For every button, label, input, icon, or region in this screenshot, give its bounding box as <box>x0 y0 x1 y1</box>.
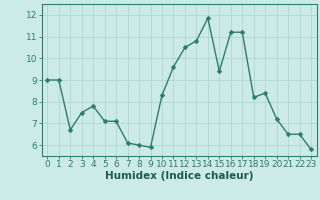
X-axis label: Humidex (Indice chaleur): Humidex (Indice chaleur) <box>105 171 253 181</box>
